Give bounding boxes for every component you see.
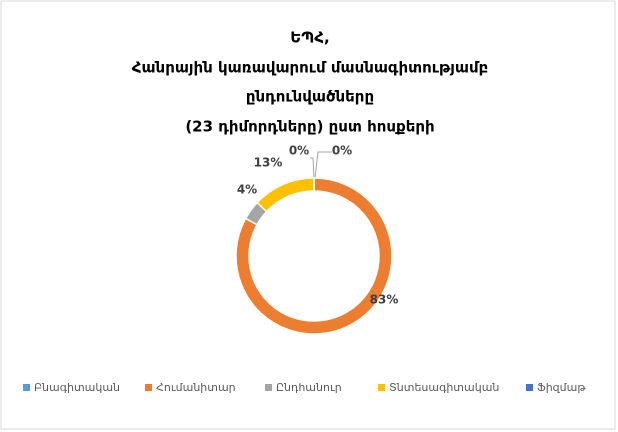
leader-line	[314, 151, 332, 179]
leader-line	[310, 157, 315, 179]
chart-title: ընդունվածները	[246, 88, 374, 106]
chart-title: ԵՊՀ,	[290, 29, 329, 47]
chart-title: Հանրային կառավարում մասնագիտությամբ	[132, 59, 489, 77]
legend-marker	[378, 384, 385, 391]
data-label: 0%	[289, 144, 309, 158]
legend-marker	[145, 384, 152, 391]
legend-marker	[265, 384, 272, 391]
legend-marker	[526, 384, 533, 391]
data-label: 4%	[237, 183, 257, 197]
legend-label: Ֆիզմաթ	[537, 381, 586, 394]
legend-label: Ընդհանուր	[276, 381, 342, 394]
data-label: 83%	[370, 293, 399, 307]
legend-label: Հումանիտար	[156, 381, 236, 394]
legend-label: Տնտեսագիտական	[389, 381, 499, 394]
data-label: 0%	[332, 144, 352, 158]
legend-marker	[23, 384, 30, 391]
legend-label: Բնագիտական	[34, 381, 120, 394]
donut-segment	[235, 177, 393, 335]
data-label: 13%	[254, 156, 283, 170]
chart-title: (23 դիմորդները) ըստ հոսքերի	[185, 118, 434, 136]
